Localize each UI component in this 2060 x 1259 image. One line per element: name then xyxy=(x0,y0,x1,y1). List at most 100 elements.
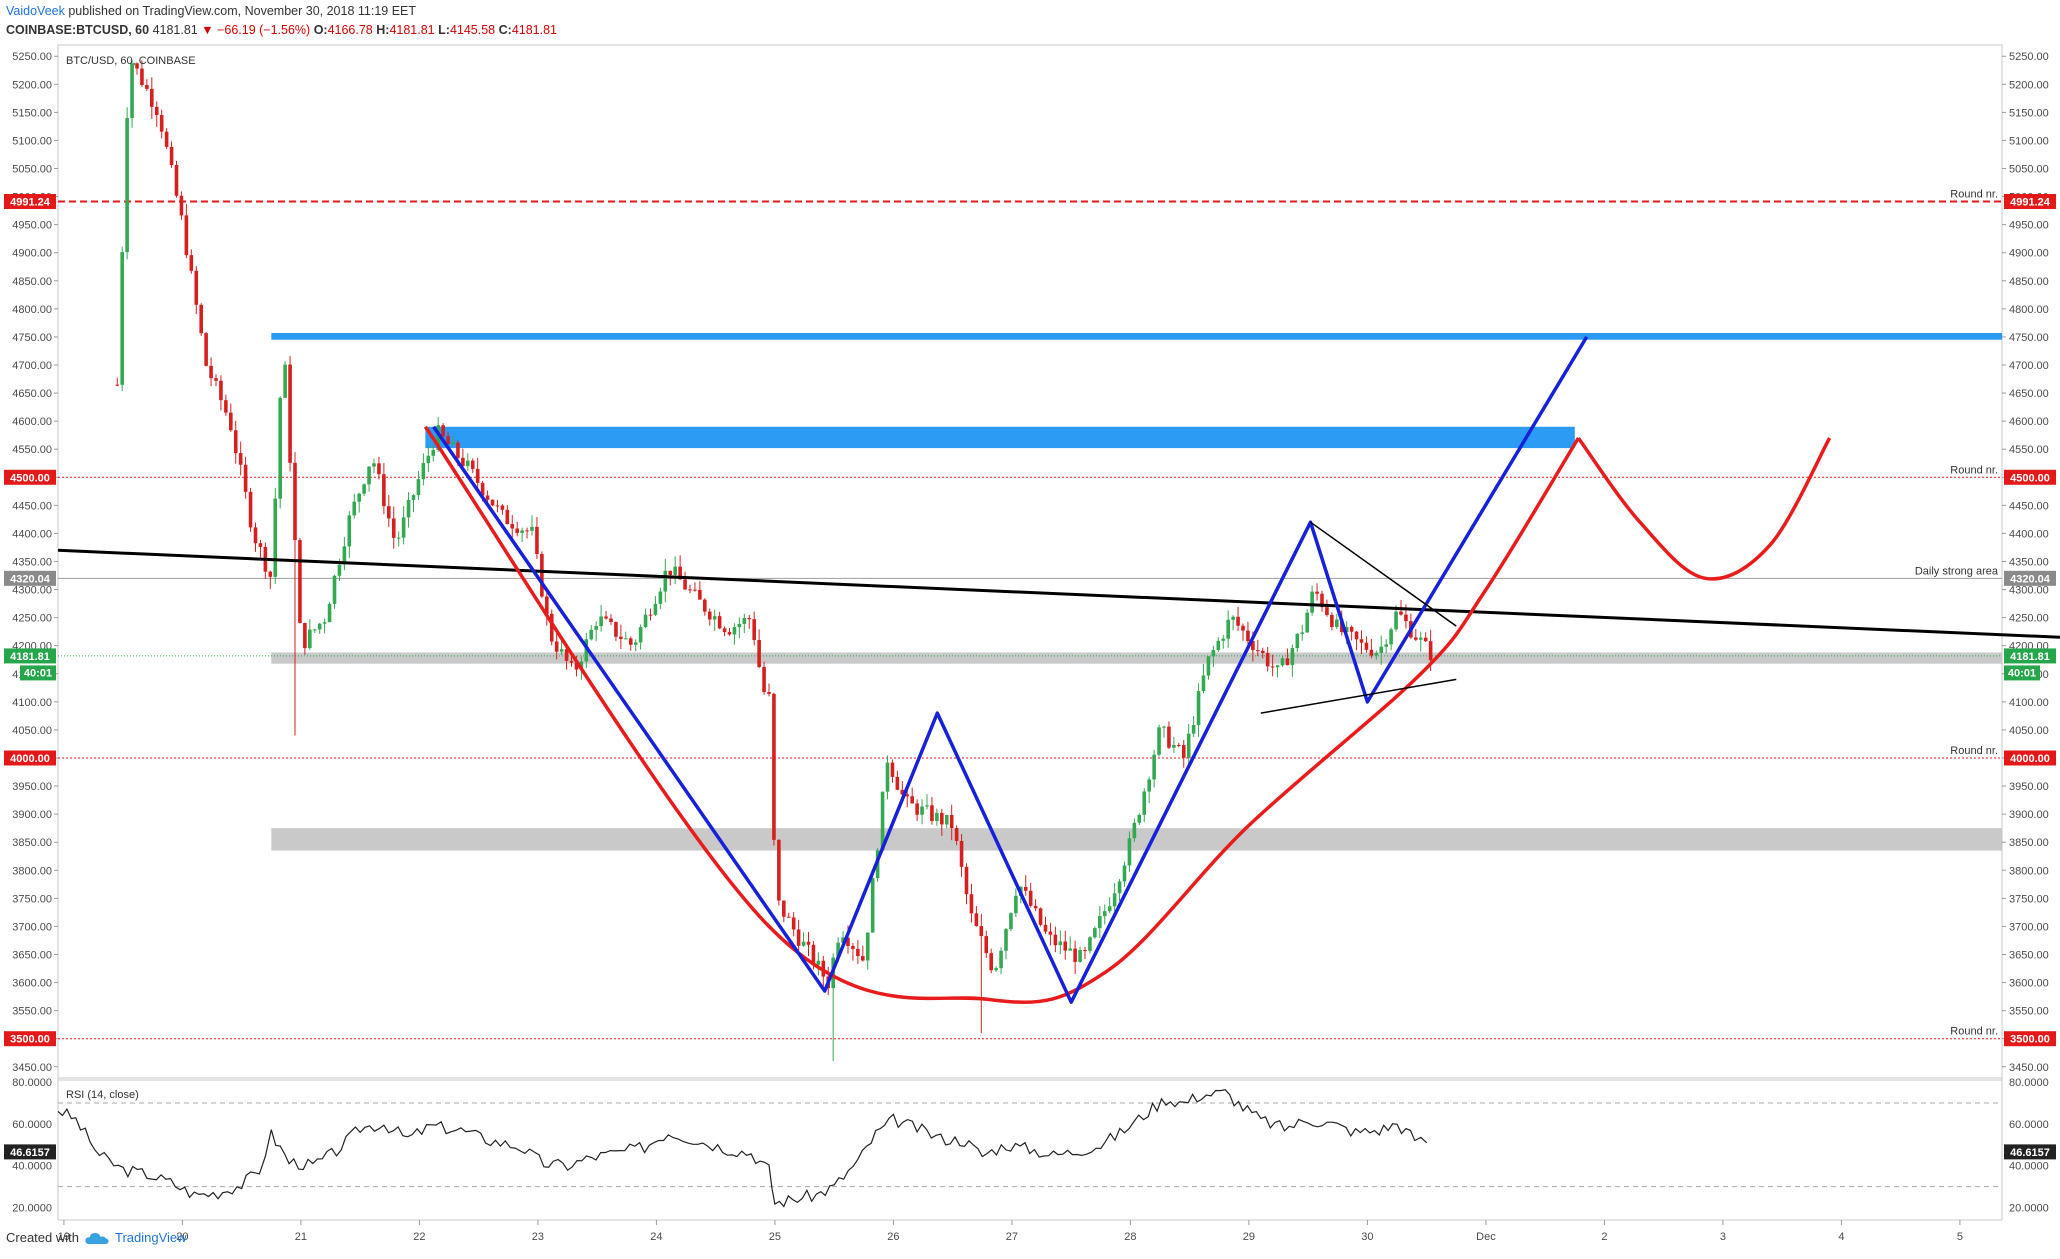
candle-body xyxy=(1063,941,1068,951)
candle-body xyxy=(461,457,465,467)
level-label-0: Round nr. xyxy=(1950,188,1998,200)
candle-body xyxy=(540,553,544,597)
high-value: 4181.81 xyxy=(389,23,435,37)
price-tag-3500.00-left: 3500.00 xyxy=(10,1034,50,1046)
candle-body xyxy=(1325,607,1329,615)
cup-curve xyxy=(423,425,1580,1005)
candle-body xyxy=(199,304,203,334)
y-tick-label-right: 4450.00 xyxy=(2009,500,2049,512)
candle-body xyxy=(762,666,766,693)
price-tag-bg xyxy=(4,570,56,586)
candle-body xyxy=(238,453,243,465)
level-label-4: Round nr. xyxy=(1950,1026,1998,1038)
candle-body xyxy=(1206,656,1211,676)
candle-body xyxy=(490,499,495,506)
y-tick-label-right: 5200.00 xyxy=(2009,79,2049,91)
y-tick-label-left: 4350.00 xyxy=(12,557,52,569)
candle-body xyxy=(1359,639,1364,643)
price-tag-4320.04-right: 4320.04 xyxy=(2010,573,2051,585)
candle-body xyxy=(268,571,273,577)
candle-body xyxy=(747,618,752,620)
y-tick-label-left: 4100.00 xyxy=(12,697,52,709)
candle-body xyxy=(767,692,771,694)
candle-body xyxy=(1379,646,1384,653)
x-tick-label-27: 27 xyxy=(1006,1231,1018,1243)
tradingview-brand[interactable]: TradingView xyxy=(114,1230,187,1245)
candle-body xyxy=(974,913,979,927)
candle-body xyxy=(535,526,539,554)
candles-layer xyxy=(115,59,1433,1062)
candle-body xyxy=(1058,941,1063,946)
candle-body xyxy=(1394,611,1398,630)
candle-body xyxy=(510,524,515,529)
rsi-tick-right: 80.0000 xyxy=(2009,1077,2049,1089)
candle-body xyxy=(525,530,529,532)
price-tag-bg xyxy=(4,750,56,766)
support-zone-4180 xyxy=(271,652,2002,664)
candle-body xyxy=(594,626,598,630)
current-price-tag-left: 4181.81 xyxy=(10,651,50,663)
x-tick-label-22: 22 xyxy=(413,1231,425,1243)
candle-body xyxy=(811,944,816,965)
candle-body xyxy=(515,528,519,533)
price-tag-4500.00-right: 4500.00 xyxy=(2010,472,2050,484)
candle-body xyxy=(357,493,361,502)
price-tag-3500.00-right: 3500.00 xyxy=(2010,1034,2050,1046)
y-tick-label-left: 4600.00 xyxy=(12,416,52,428)
candle-body xyxy=(1320,593,1324,608)
candle-body xyxy=(638,627,643,643)
candle-body xyxy=(915,803,919,815)
candle-body xyxy=(387,506,391,519)
candle-body xyxy=(312,629,317,631)
time-axis: 19 20 21 22 23 24 25 26 27 28 29 30 Dec 2 3 4 5 xyxy=(58,1220,1963,1243)
candle-body xyxy=(554,641,559,652)
y-tick-label-right: 4250.00 xyxy=(2009,613,2049,625)
drawings-layer xyxy=(57,335,2060,1005)
candle-body xyxy=(727,632,732,635)
candle-body xyxy=(1241,625,1245,631)
price-tag-bg xyxy=(4,469,56,485)
candle-body xyxy=(643,614,648,628)
candle-body xyxy=(1083,950,1087,952)
y-tick-label-left: 4300.00 xyxy=(12,585,52,597)
candle-body xyxy=(712,616,717,620)
y-tick-label-right: 3700.00 xyxy=(2009,921,2049,933)
resistance-zone-4570 xyxy=(425,426,1575,449)
candle-body xyxy=(480,482,485,496)
candle-body xyxy=(1107,906,1112,912)
candle-body xyxy=(179,195,184,216)
candle-body xyxy=(786,916,791,918)
candle-body xyxy=(1033,905,1038,909)
candle-body xyxy=(327,603,332,623)
candle-body xyxy=(1270,666,1275,668)
candle-body xyxy=(520,530,524,533)
candle-body xyxy=(1196,691,1201,725)
candle-body xyxy=(885,762,890,792)
candle-body xyxy=(1181,745,1186,758)
candle-body xyxy=(925,805,929,807)
candle-body xyxy=(253,527,258,544)
y-tick-label-right: 3900.00 xyxy=(2009,809,2049,821)
y-tick-label-right: 4550.00 xyxy=(2009,444,2049,456)
y-tick-label-left: 3750.00 xyxy=(12,893,52,905)
candle-body xyxy=(940,812,944,825)
candle-body xyxy=(303,622,307,649)
price-tag-4991.24-right: 4991.24 xyxy=(2010,196,2051,208)
candle-body xyxy=(994,968,998,971)
candle-body xyxy=(258,543,263,547)
candle-body xyxy=(174,165,179,196)
candle-body xyxy=(233,430,238,454)
candle-body xyxy=(1117,881,1122,894)
candle-body xyxy=(999,950,1003,969)
author-link[interactable]: VaidoVeek xyxy=(6,4,65,18)
y-tick-label-right: 3600.00 xyxy=(2009,978,2049,990)
candle-body xyxy=(895,776,900,790)
candle-body xyxy=(959,840,964,867)
candle-body xyxy=(707,611,712,620)
rsi-value-tag-right: 46.6157 xyxy=(2010,1147,2050,1159)
candle-body xyxy=(342,546,347,565)
candle-body xyxy=(372,463,376,467)
candle-body xyxy=(604,616,608,619)
candle-body xyxy=(1251,641,1255,651)
